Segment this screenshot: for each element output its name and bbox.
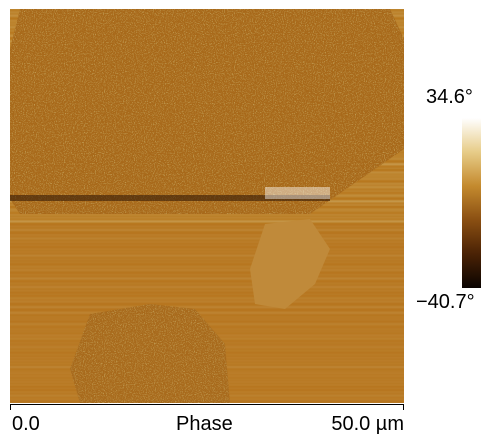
scale-tick-start	[10, 405, 11, 410]
afm-phase-image	[10, 9, 404, 403]
colorbar-min-label: −40.7°	[416, 291, 475, 313]
scale-start-label: 0.0	[12, 413, 40, 435]
scale-tick-end	[403, 405, 404, 410]
colorbar-max-label: 34.6°	[426, 86, 473, 108]
channel-label: Phase	[176, 413, 233, 435]
colorbar	[462, 118, 481, 288]
scale-end-label: 50.0 µm	[331, 413, 404, 435]
scale-bar	[10, 404, 404, 411]
